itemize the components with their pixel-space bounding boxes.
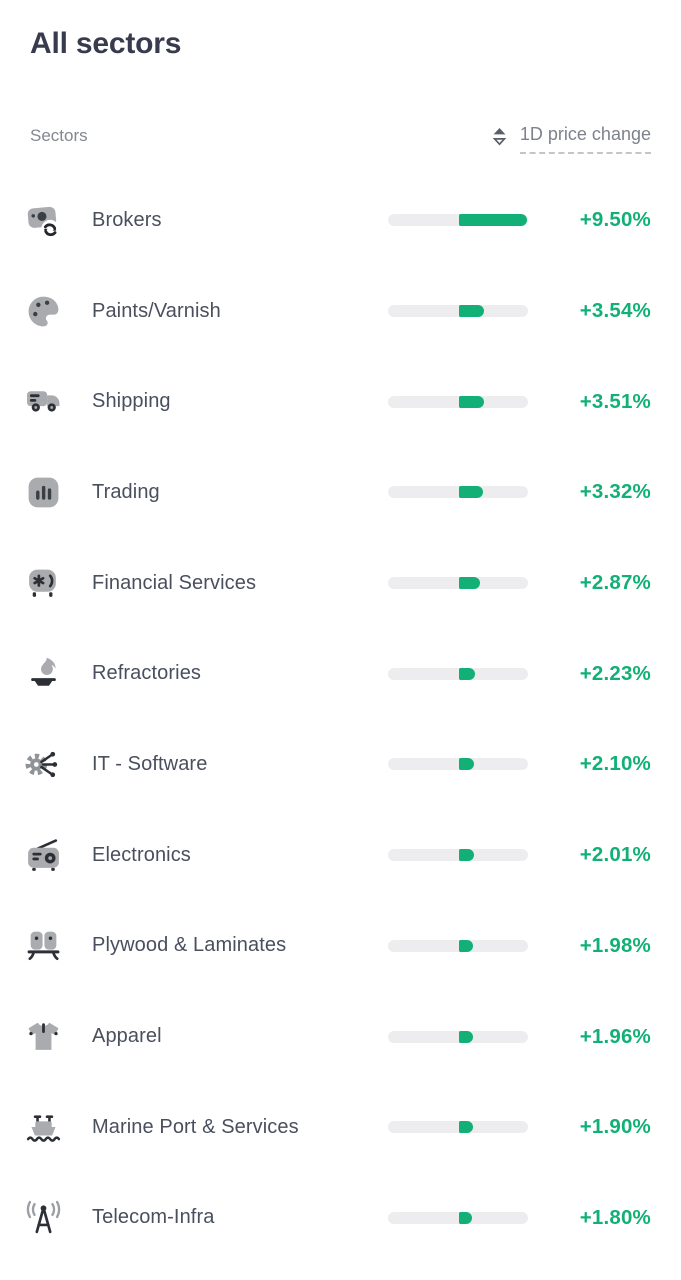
palette-icon — [24, 292, 62, 330]
price-change-value: +2.01% — [579, 843, 651, 867]
price-change-bar-fill — [459, 214, 527, 227]
sector-row[interactable]: Marine Port & Services +1.90% — [26, 1082, 651, 1173]
slot-machine-icon — [24, 564, 62, 602]
sector-name: Brokers — [92, 208, 162, 231]
sector-row[interactable]: IT - Software +2.10% — [25, 719, 651, 810]
flame-crucible-icon — [24, 655, 62, 693]
sector-row[interactable]: Shipping +3.51% — [26, 356, 651, 447]
price-change-value: +1.90% — [579, 1115, 651, 1139]
price-change-bar — [388, 758, 528, 771]
sector-row[interactable]: Brokers +9.50% — [27, 175, 651, 266]
price-change-bar-fill — [459, 305, 485, 318]
ship-icon — [24, 1108, 62, 1146]
price-change-bar-fill — [459, 486, 483, 499]
sector-row[interactable]: Trading +3.32% — [28, 447, 651, 538]
price-change-value: +2.87% — [579, 571, 651, 595]
price-change-bar — [388, 1030, 528, 1043]
price-change-bar — [388, 577, 528, 590]
price-change-bar-fill — [459, 1211, 473, 1224]
sector-row[interactable]: Financial Services +2.87% — [28, 538, 651, 629]
sector-row[interactable]: Paints/Varnish +3.54% — [28, 266, 651, 357]
sector-name: Paints/Varnish — [92, 299, 221, 322]
price-change-bar — [388, 395, 528, 408]
price-change-bar-fill — [459, 758, 475, 771]
furniture-icon — [24, 927, 62, 965]
price-change-bar — [388, 1211, 528, 1224]
sector-name: Electronics — [92, 843, 191, 866]
sector-name: Financial Services — [92, 571, 257, 594]
price-change-value: +1.80% — [579, 1205, 651, 1229]
antenna-icon — [24, 1199, 62, 1237]
delivery-truck-icon — [24, 383, 62, 421]
sector-list: Brokers +9.50% Paints/Varnish +3.54% Shippin… — [25, 175, 651, 1264]
sector-name: IT - Software — [92, 752, 208, 775]
price-change-value: +1.96% — [579, 1024, 651, 1048]
price-change-bar-fill — [459, 1030, 474, 1043]
sort-arrows-icon[interactable] — [492, 124, 507, 146]
page-title: All sectors — [30, 27, 182, 60]
sector-name: Apparel — [92, 1025, 162, 1048]
sector-name: Trading — [92, 480, 160, 503]
radio-icon — [24, 836, 62, 874]
gear-network-icon — [24, 745, 62, 783]
price-change-bar — [388, 486, 528, 499]
price-change-bar — [388, 305, 528, 318]
price-change-value: +3.54% — [579, 299, 651, 323]
price-change-bar — [388, 849, 528, 862]
table-header: Sectors 1D price change — [30, 124, 651, 154]
sector-row[interactable]: Plywood & Laminates +1.98% — [27, 901, 651, 992]
price-change-bar — [388, 214, 528, 227]
price-change-value: +3.51% — [579, 389, 651, 413]
sector-name: Marine Port & Services — [92, 1115, 299, 1138]
price-change-bar-fill — [459, 1121, 473, 1134]
price-change-value: +9.50% — [579, 208, 651, 232]
sector-name: Shipping — [92, 390, 171, 413]
price-change-bar-fill — [459, 849, 474, 862]
bar-chart-icon — [24, 473, 62, 511]
sector-row[interactable]: Telecom-Infra +1.80% — [26, 1173, 651, 1264]
price-change-bar-fill — [459, 395, 485, 408]
sector-name: Refractories — [92, 662, 202, 685]
price-change-bar — [388, 667, 528, 680]
price-change-value: +3.32% — [579, 480, 651, 504]
sector-row[interactable]: Refractories +2.23% — [30, 628, 651, 719]
price-change-value: +1.98% — [579, 933, 651, 957]
sector-name: Plywood & Laminates — [92, 934, 287, 957]
currency-exchange-icon — [24, 201, 62, 239]
price-change-bar-fill — [459, 667, 476, 680]
price-change-bar-fill — [459, 939, 474, 952]
price-change-bar — [388, 939, 528, 952]
price-change-bar — [388, 1121, 528, 1134]
sort-control[interactable]: 1D price change — [492, 124, 651, 154]
sector-row[interactable]: Electronics +2.01% — [27, 810, 651, 901]
sector-name: Telecom-Infra — [92, 1206, 215, 1229]
price-change-value: +2.10% — [579, 752, 651, 776]
column-header-price-change[interactable]: 1D price change — [519, 124, 651, 154]
price-change-bar-fill — [459, 577, 480, 590]
price-change-value: +2.23% — [579, 661, 651, 685]
column-header-sectors: Sectors — [30, 126, 88, 145]
tshirt-icon — [24, 1018, 62, 1056]
sector-row[interactable]: Apparel +1.96% — [28, 991, 651, 1082]
